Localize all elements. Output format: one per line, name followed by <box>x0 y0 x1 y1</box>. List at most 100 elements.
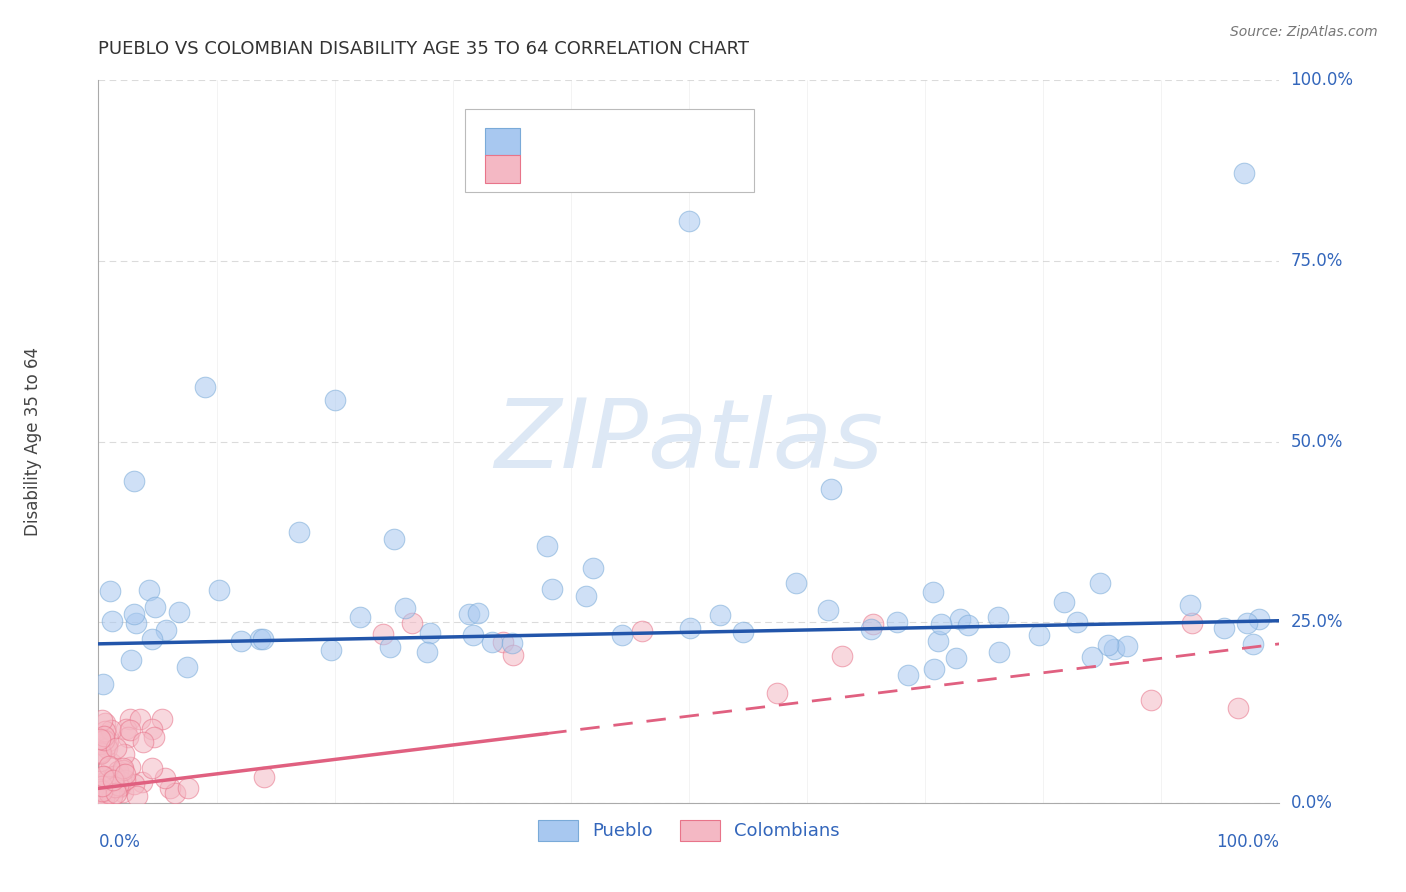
Text: 100.0%: 100.0% <box>1216 833 1279 851</box>
Point <box>91 769 114 783</box>
Point <box>97 776 120 790</box>
Point <box>120 653 142 667</box>
Point <box>897 667 920 681</box>
Text: 25.0%: 25.0% <box>1291 613 1343 632</box>
Point <box>93 729 115 743</box>
Point <box>108 780 131 794</box>
Point <box>122 475 145 489</box>
Point <box>114 722 136 736</box>
Point <box>91 677 114 691</box>
Point <box>98 584 121 599</box>
Point <box>886 615 908 630</box>
Point <box>110 780 132 795</box>
Point <box>89 773 111 788</box>
Point <box>94 783 117 797</box>
Point <box>831 648 853 663</box>
Point <box>93 724 115 739</box>
Point <box>252 632 274 646</box>
Point <box>163 786 186 800</box>
Point <box>141 632 163 646</box>
Text: R =  0.143   N =  81: R = 0.143 N = 81 <box>531 161 728 178</box>
Point <box>631 624 654 638</box>
Point <box>90 784 112 798</box>
Point <box>118 723 141 737</box>
Point <box>110 773 132 788</box>
Legend: Pueblo, Colombians: Pueblo, Colombians <box>531 813 846 848</box>
Point <box>112 763 135 777</box>
Point <box>249 632 271 647</box>
Point <box>1178 598 1201 612</box>
Point <box>1052 595 1074 609</box>
Point <box>96 741 118 756</box>
Point <box>378 640 401 654</box>
Point <box>862 617 884 632</box>
Point <box>1097 639 1119 653</box>
Point <box>1181 616 1204 631</box>
Point <box>820 482 842 496</box>
Point <box>229 634 252 648</box>
Point <box>141 722 163 736</box>
Point <box>122 607 145 621</box>
Point <box>208 582 231 597</box>
Text: ZIPatlas: ZIPatlas <box>495 395 883 488</box>
Point <box>582 560 605 574</box>
Point <box>96 738 118 752</box>
Point <box>492 635 515 649</box>
Point <box>922 662 945 676</box>
FancyBboxPatch shape <box>485 128 520 155</box>
Point <box>128 712 150 726</box>
Point <box>194 380 217 394</box>
Point <box>89 747 111 761</box>
Point <box>949 612 972 626</box>
Point <box>107 764 129 778</box>
Point <box>541 582 564 596</box>
Point <box>1115 639 1137 653</box>
Point <box>107 778 129 792</box>
Point <box>90 779 112 793</box>
Point <box>956 617 979 632</box>
Point <box>89 735 111 749</box>
Point <box>1233 166 1256 180</box>
Point <box>176 660 198 674</box>
Point <box>319 643 342 657</box>
Point <box>100 723 122 738</box>
Point <box>817 603 839 617</box>
Point <box>1140 692 1163 706</box>
FancyBboxPatch shape <box>464 109 754 193</box>
Point <box>860 622 883 636</box>
Point <box>159 781 181 796</box>
Point <box>90 746 112 760</box>
Point <box>143 600 166 615</box>
Point <box>104 740 127 755</box>
Point <box>349 610 371 624</box>
Point <box>89 787 111 801</box>
Point <box>418 626 440 640</box>
Point <box>89 745 111 759</box>
Point <box>112 747 135 761</box>
Point <box>461 628 484 642</box>
Point <box>117 730 139 744</box>
Point <box>142 730 165 744</box>
Point <box>394 600 416 615</box>
Point <box>103 769 125 783</box>
Text: 100.0%: 100.0% <box>1291 71 1354 89</box>
Point <box>382 532 405 546</box>
Point <box>97 786 120 800</box>
Text: 0.0%: 0.0% <box>98 833 141 851</box>
Point <box>709 607 731 622</box>
Point <box>93 788 115 802</box>
Text: 50.0%: 50.0% <box>1291 433 1343 450</box>
Point <box>94 716 117 731</box>
Point <box>1241 637 1264 651</box>
Point <box>120 760 142 774</box>
Point <box>89 732 111 747</box>
Point <box>105 786 128 800</box>
Point <box>1066 615 1088 629</box>
Text: Disability Age 35 to 64: Disability Age 35 to 64 <box>24 347 42 536</box>
Point <box>678 214 700 228</box>
Point <box>167 605 190 619</box>
Point <box>93 733 115 747</box>
Point <box>945 651 967 665</box>
Text: 75.0%: 75.0% <box>1291 252 1343 270</box>
Point <box>467 607 489 621</box>
